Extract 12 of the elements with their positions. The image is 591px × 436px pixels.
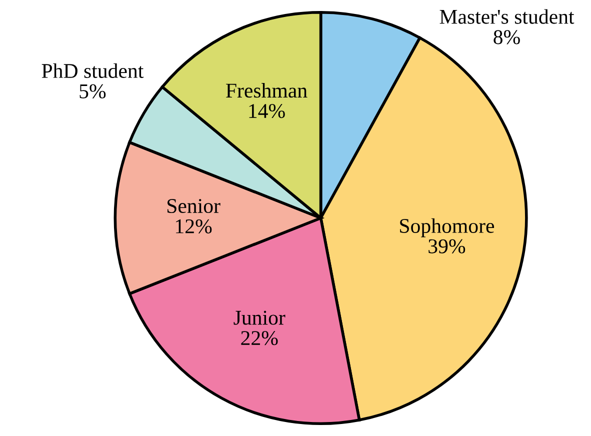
data-label: 5% [80,84,106,98]
slice-label: Senior [167,199,220,214]
slice-label: Junior [234,310,286,325]
data-label: 8% [494,30,520,44]
data-label: 12% [176,219,212,234]
slice-label: Sophomore [400,218,494,238]
data-label: 39% [428,239,466,254]
data-label: 22% [241,331,278,346]
slice-label: Master's student [440,9,574,24]
slice-label: PhD student [42,63,144,78]
data-label: 14% [249,104,285,118]
slice-label: Freshman [226,83,308,98]
